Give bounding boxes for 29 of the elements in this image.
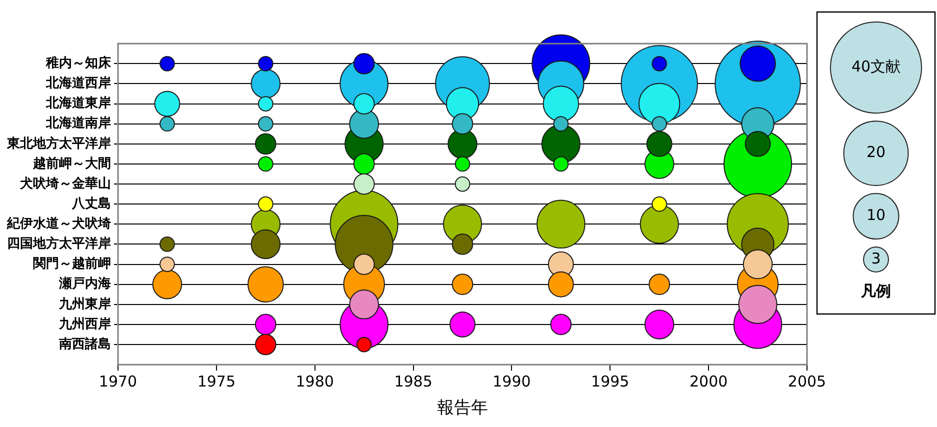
y-tick-label: 南西諸島	[58, 336, 111, 352]
y-tick-label: 関門～越前岬	[33, 256, 111, 272]
y-tick-label: 瀬戸内海	[58, 276, 111, 292]
y-tick-label: 東北地方太平洋岸	[6, 135, 111, 152]
x-tick-label: 1980	[296, 372, 334, 390]
y-tick-label: 四国地方太平洋岸	[7, 236, 111, 252]
y-tick-label: 北海道東岸	[45, 96, 111, 112]
x-axis-title: 報告年	[437, 398, 488, 418]
x-tick-label: 2005	[788, 372, 826, 390]
legend-label: 3	[871, 249, 881, 268]
y-tick-label: 九州東岸	[58, 296, 111, 312]
legend-title: 凡例	[860, 282, 891, 300]
legend-label: 40文献	[851, 57, 901, 76]
y-tick-label: 北海道南岸	[45, 116, 111, 132]
legend-label: 20	[866, 143, 886, 162]
y-tick-label: 稚内～知床	[45, 55, 112, 72]
y-tick-label: 越前岬～大間	[32, 156, 111, 172]
x-tick-label: 2000	[689, 372, 728, 390]
y-tick-label: 北海道西岸	[45, 76, 111, 92]
y-tick-label: 八丈島	[71, 195, 111, 212]
legend-label: 10	[866, 206, 886, 224]
y-tick-label: 犬吠埼～金華山	[20, 176, 111, 192]
x-tick-label: 1970	[98, 372, 138, 390]
x-tick-label: 1995	[591, 372, 630, 390]
y-tick-label: 紀伊水道～犬吠埼	[6, 216, 111, 232]
x-tick-label: 1990	[492, 372, 531, 390]
y-tick-label: 九州西岸	[58, 316, 111, 332]
x-tick-label: 1985	[394, 372, 432, 390]
x-tick-label: 1975	[197, 372, 236, 390]
